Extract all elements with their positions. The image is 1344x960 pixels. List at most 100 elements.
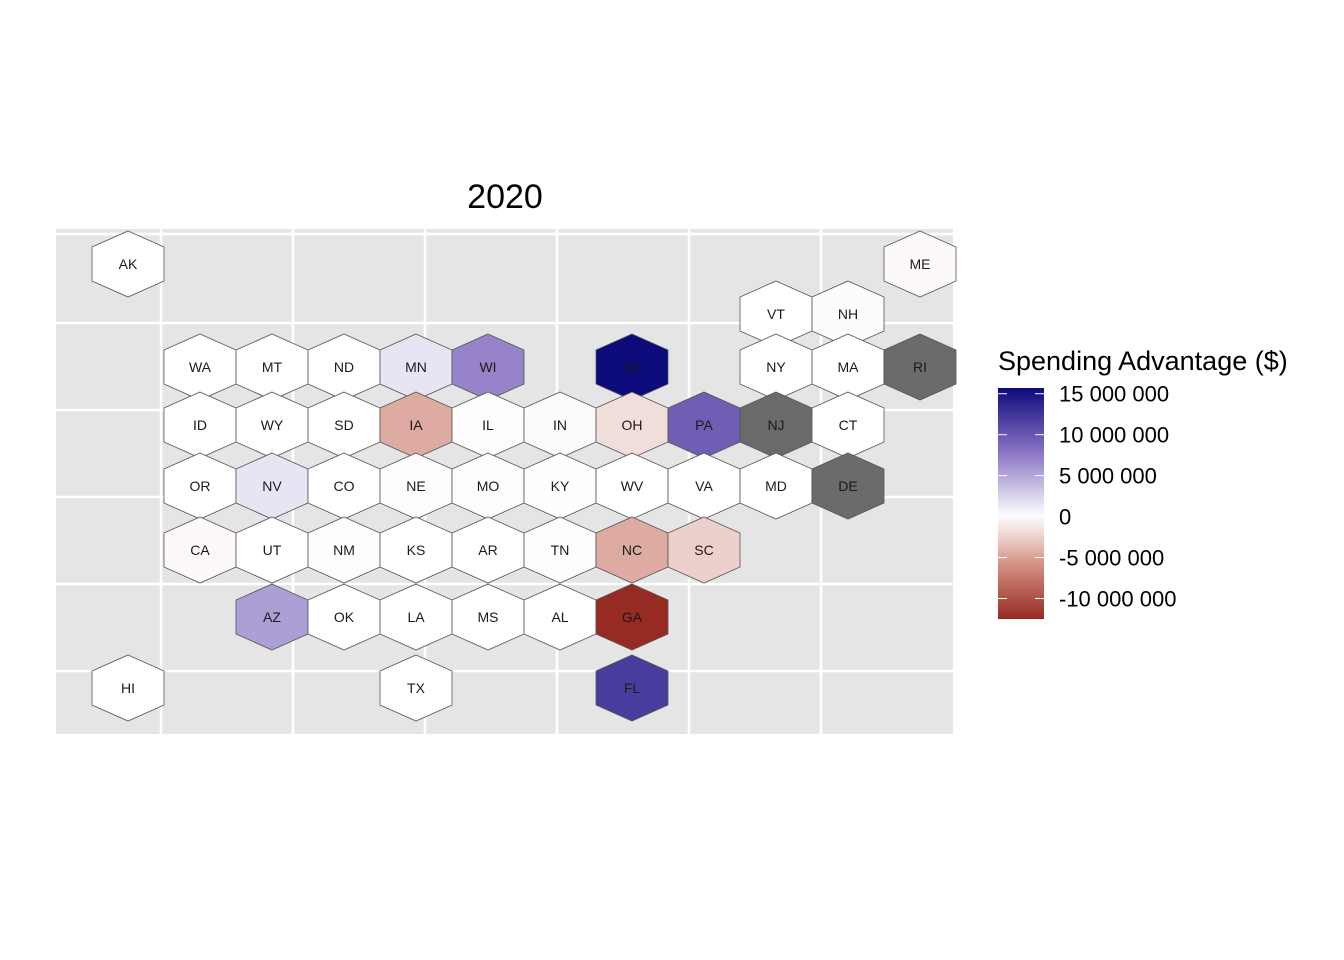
state-label: WA [189,359,212,375]
state-label: RI [913,359,927,375]
state-hex-tx: TX [379,654,453,722]
state-hex-ga: GA [595,583,669,651]
state-hex-hi: HI [91,654,165,722]
state-hex-wi: WI [451,333,525,401]
state-hex-ri: RI [883,333,957,401]
legend-ticks: 15 000 000 10 000 000 5 000 000 0 -5 000 000… [998,382,1176,612]
state-label: TN [551,542,570,558]
legend: Spending Advantage ($) 15 000 000 10 000 … [998,346,1288,619]
state-label: LA [407,609,425,625]
state-label: UT [263,542,282,558]
state-label: MS [478,609,499,625]
state-label: IL [482,417,494,433]
state-label: MT [262,359,283,375]
state-label: OR [190,478,211,494]
state-label: AL [551,609,568,625]
state-label: PA [695,417,713,433]
state-label: CO [334,478,355,494]
state-label: DE [838,478,857,494]
state-label: KS [407,542,426,558]
state-label: IN [553,417,567,433]
state-label: NY [766,359,786,375]
hex-shape [883,230,957,298]
state-label: WI [479,359,496,375]
state-hex-sd: SD [307,391,381,459]
state-label: TX [407,680,426,696]
state-hex-de: DE [811,452,885,520]
legend-colorbar [998,388,1044,619]
hex-shape [91,230,165,298]
state-label: GA [622,609,643,625]
state-label: OK [334,609,355,625]
legend-tick-label: 10 000 000 [1059,423,1169,448]
state-hex-ky: KY [523,452,597,520]
state-hex-md: MD [739,452,813,520]
state-label: NJ [767,417,784,433]
hex-shape [595,654,669,722]
state-hex-sc: SC [667,516,741,584]
state-label: VT [767,306,785,322]
state-hex-co: CO [307,452,381,520]
legend-tick-label: -10 000 000 [1059,587,1176,612]
legend-tick-label: 0 [1059,505,1071,530]
hex-shape [595,583,669,651]
state-label: WV [621,478,644,494]
state-hex-ar: AR [451,516,525,584]
chart-title: 2020 [467,178,543,216]
hex-shape [379,654,453,722]
state-label: FL [624,680,641,696]
state-label: CA [190,542,210,558]
state-hex-al: AL [523,583,597,651]
state-label: MO [477,478,500,494]
state-label: SD [334,417,353,433]
state-label: NE [406,478,425,494]
state-hexes: AK ME VT NH WA MT ND MN WI MI NY MA RI ID WY SD IA IL IN OH… [91,230,957,722]
state-label: AK [119,256,138,272]
state-label: MI [624,359,640,375]
state-label: ME [910,256,931,272]
state-label: AZ [263,609,281,625]
state-label: HI [121,680,135,696]
hex-shape [667,516,741,584]
state-label: MA [838,359,860,375]
state-label: ND [334,359,354,375]
state-hex-ne: NE [379,452,453,520]
state-label: AR [478,542,497,558]
state-hex-pa: PA [667,391,741,459]
state-label: NC [622,542,642,558]
state-hex-ks: KS [379,516,453,584]
legend-tick-label: 5 000 000 [1059,464,1157,489]
state-label: WY [261,417,284,433]
state-hex-nc: NC [595,516,669,584]
state-label: NH [838,306,858,322]
state-hex-nd: ND [307,333,381,401]
state-hex-la: LA [379,583,453,651]
state-label: MN [405,359,427,375]
hex-shape [811,452,885,520]
legend-title: Spending Advantage ($) [998,346,1288,376]
state-label: VA [695,478,713,494]
state-hex-vt: VT [739,280,813,348]
state-label: KY [551,478,570,494]
state-label: NM [333,542,355,558]
hex-shape [91,654,165,722]
state-hex-ut: UT [235,516,309,584]
state-hex-me: ME [883,230,957,298]
legend-tick-label: 15 000 000 [1059,382,1169,407]
state-hex-fl: FL [595,654,669,722]
state-hex-wa: WA [163,333,237,401]
state-label: SC [694,542,713,558]
state-label: MD [765,478,787,494]
state-label: NV [262,478,282,494]
state-hex-az: AZ [235,583,309,651]
hex-shape [883,333,957,401]
state-label: OH [622,417,643,433]
state-hex-nm: NM [307,516,381,584]
state-label: CT [839,417,858,433]
state-hex-wv: WV [595,452,669,520]
state-label: IA [409,417,423,433]
legend-tick-label: -5 000 000 [1059,546,1164,571]
state-hex-ak: AK [91,230,165,298]
state-hex-ct: CT [811,391,885,459]
